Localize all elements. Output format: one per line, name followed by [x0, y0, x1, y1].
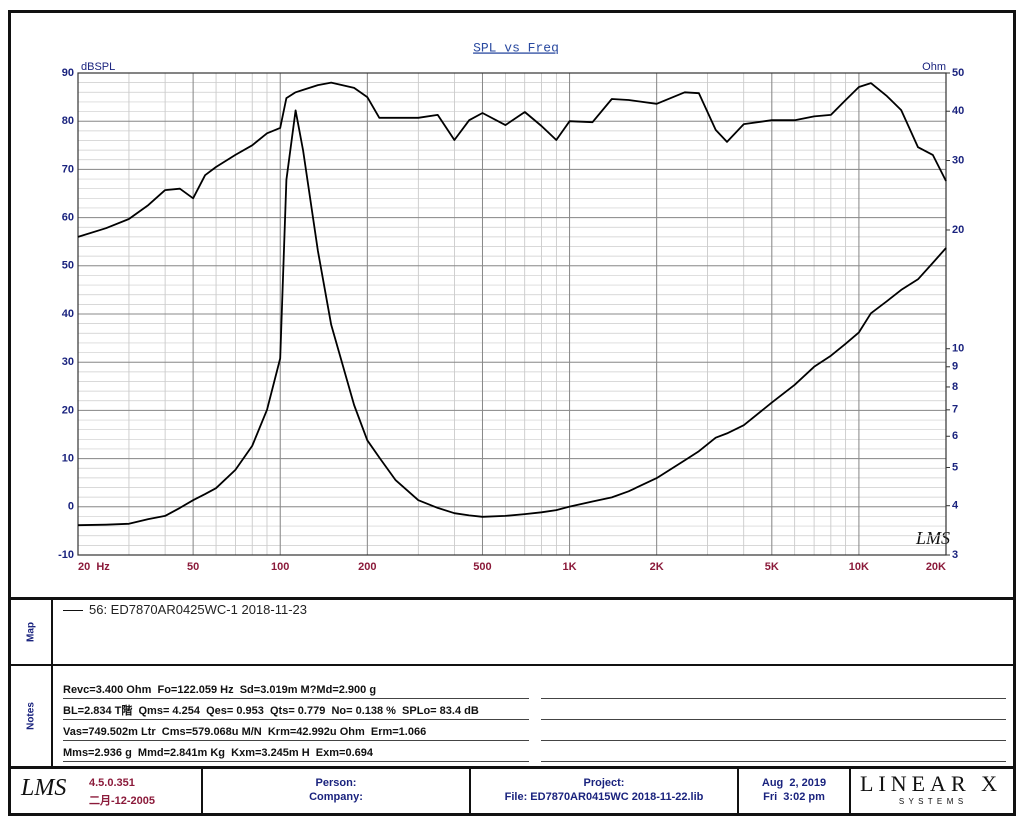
- file: File: ED7870AR0415WC 2018-11-22.lib: [504, 791, 704, 803]
- note-line: Vas=749.502m Ltr Cms=579.068u M/N Krm=42…: [63, 724, 529, 741]
- y-tick-label: 10: [62, 453, 74, 465]
- note-blank: [541, 724, 1006, 741]
- y2-tick-label: 7: [952, 404, 958, 416]
- x-tick-label: 20K: [926, 561, 946, 573]
- y2-tick-label: 10: [952, 343, 964, 355]
- footer: LMS 4.5.0.351 二月-12-2005 Person: Company…: [11, 766, 1013, 816]
- y-tick-label: 90: [62, 67, 74, 79]
- y2-tick-label: 4: [952, 500, 959, 512]
- chart-title: SPL vs Freq: [473, 40, 559, 55]
- brand: LINEAR X: [859, 771, 1003, 796]
- x-tick-label: 50: [187, 561, 199, 573]
- version-cell: LMS 4.5.0.351 二月-12-2005: [11, 769, 203, 813]
- date-cell: Aug 2, 2019 Fri 3:02 pm: [739, 769, 851, 813]
- y-tick-label: 0: [68, 501, 74, 513]
- map-panel: Map 56: ED7870AR0425WC-1 2018-11-23: [11, 597, 1013, 664]
- x-tick-label: 500: [473, 561, 491, 573]
- y2-tick-label: 30: [952, 154, 964, 166]
- y2-axis-label: Ohm: [922, 61, 946, 73]
- map-side: Map: [11, 600, 53, 664]
- y-tick-label: 60: [62, 212, 74, 224]
- y2-tick-label: 8: [952, 381, 958, 393]
- notes-label: Notes: [25, 702, 37, 730]
- notes-side: Notes: [11, 666, 53, 766]
- y-tick-label: 50: [62, 260, 74, 272]
- company: Company:: [309, 791, 363, 803]
- brand-sub: S Y S T E M S: [898, 797, 964, 806]
- x-tick-label: 5K: [765, 561, 779, 573]
- y-tick-label: -10: [58, 549, 74, 561]
- x-tick-label: 1K: [563, 561, 577, 573]
- y2-tick-label: 5: [952, 461, 958, 473]
- version: 4.5.0.351: [89, 777, 135, 789]
- y-tick-label: 40: [62, 308, 74, 320]
- series-line: [77, 81, 947, 238]
- notes-panel: Notes Revc=3.400 Ohm Fo=122.059 Hz Sd=3.…: [11, 664, 1013, 766]
- map-label: Map: [25, 622, 37, 642]
- y-tick-label: 80: [62, 115, 74, 127]
- x-tick-label: 100: [271, 561, 289, 573]
- y2-tick-label: 9: [952, 361, 958, 373]
- y2-tick-label: 50: [952, 67, 964, 79]
- chart: SPL vs Freq dBSPL Ohm LMS 20 Hz 50 100 200 5…: [58, 40, 964, 573]
- note-line: Mms=2.936 g Mmd=2.841m Kg Kxm=3.245m H E…: [63, 745, 529, 762]
- y2-tick-label: 6: [952, 430, 958, 442]
- legend-swatch: [63, 610, 83, 611]
- plot-frame: [77, 72, 947, 556]
- note-blank: [541, 745, 1006, 762]
- watermark: LMS: [915, 528, 950, 548]
- y2-tick-label: 3: [952, 549, 958, 561]
- person-cell: Person: Company:: [203, 769, 471, 813]
- person: Person:: [315, 777, 357, 789]
- build-date: 二月-12-2005: [89, 795, 156, 807]
- window: SPL vs Freq dBSPL Ohm LMS 20 Hz 50 100 200 5…: [8, 10, 1016, 816]
- project-cell: Project: File: ED7870AR0415WC 2018-11-22…: [471, 769, 739, 813]
- x-tick-label: 200: [358, 561, 376, 573]
- logo: LMS: [21, 775, 67, 801]
- series-line: [77, 109, 947, 527]
- project: Project:: [583, 777, 625, 789]
- x-tick-label: 20 Hz: [78, 561, 110, 573]
- note-blank: [541, 682, 1006, 699]
- y-tick-label: 70: [62, 163, 74, 175]
- x-tick-label: 2K: [650, 561, 664, 573]
- note-line: Revc=3.400 Ohm Fo=122.059 Hz Sd=3.019m M…: [63, 682, 529, 699]
- brand-cell: LINEAR X S Y S T E M S: [853, 771, 1009, 806]
- y-tick-label: 20: [62, 404, 74, 416]
- note-line: BL=2.834 T階 Qms= 4.254 Qes= 0.953 Qts= 0…: [63, 703, 529, 720]
- y-tick-label: 30: [62, 356, 74, 368]
- y-axis-label: dBSPL: [81, 61, 115, 73]
- time: Fri 3:02 pm: [763, 791, 825, 803]
- x-tick-label: 10K: [849, 561, 869, 573]
- y2-tick-label: 40: [952, 105, 964, 117]
- legend-entry: 56: ED7870AR0425WC-1 2018-11-23: [89, 602, 308, 617]
- date: Aug 2, 2019: [761, 777, 827, 789]
- note-blank: [541, 703, 1006, 720]
- y2-tick-label: 20: [952, 224, 964, 236]
